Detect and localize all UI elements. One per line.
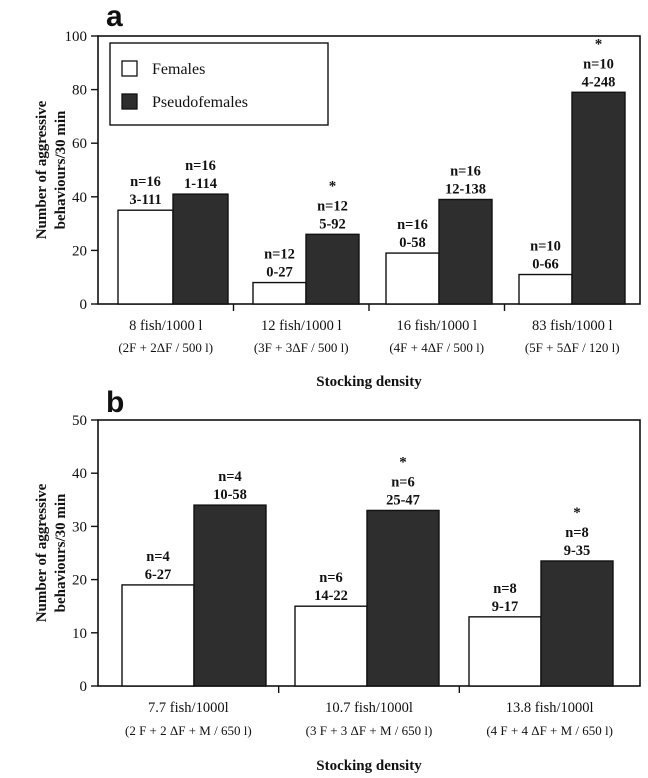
y-axis-title-line: Number of aggressive bbox=[34, 483, 50, 622]
bar-n-label: n=6 bbox=[391, 474, 415, 490]
bar-n-label: n=16 bbox=[185, 158, 216, 174]
bar-range-label: 0-58 bbox=[399, 235, 426, 251]
category-sublabel: (3F + 3ΔF / 500 l) bbox=[254, 340, 349, 355]
category-sublabel: (2F + 2ΔF / 500 l) bbox=[118, 340, 213, 355]
category-label: 12 fish/1000 l bbox=[261, 318, 342, 334]
category-sublabel: (4 F + 4 ΔF + M / 650 l) bbox=[486, 723, 613, 738]
bar-range-label: 12-138 bbox=[445, 181, 486, 197]
bar-n-label: n=12 bbox=[264, 247, 295, 263]
y-tick-label: 0 bbox=[80, 679, 88, 695]
bar-n-label: n=12 bbox=[317, 198, 348, 214]
bar-range-label: 9-17 bbox=[492, 599, 519, 615]
bar-females bbox=[518, 273, 573, 305]
y-tick-label: 100 bbox=[65, 29, 88, 45]
bar-range-label: 1-114 bbox=[184, 176, 217, 192]
bar-range-label: 5-92 bbox=[319, 216, 346, 232]
category-label: 16 fish/1000 l bbox=[396, 318, 477, 334]
y-tick-label: 60 bbox=[72, 136, 87, 152]
category-sublabel: (3 F + 3 ΔF + M / 650 l) bbox=[306, 723, 433, 738]
bar-n-label: n=4 bbox=[218, 469, 242, 485]
bar-pseudofemales bbox=[540, 560, 614, 687]
bar-n-label: n=8 bbox=[565, 525, 589, 541]
bar-range-label: 10-58 bbox=[213, 487, 247, 503]
y-axis-title-line: behaviours/30 min bbox=[53, 110, 69, 229]
category-label: 83 fish/1000 l bbox=[532, 318, 613, 334]
y-tick-label: 40 bbox=[72, 190, 87, 206]
bar-pseudofemales bbox=[366, 509, 440, 687]
bar-range-label: 0-27 bbox=[266, 265, 293, 281]
bar-n-label: n=4 bbox=[146, 549, 170, 565]
legend: Females Pseudofemales bbox=[109, 42, 329, 126]
bar-range-label: 6-27 bbox=[145, 567, 172, 583]
panel-letter: a bbox=[106, 0, 123, 33]
category-label: 10.7 fish/1000l bbox=[325, 700, 413, 716]
bar-n-label: n=16 bbox=[397, 217, 428, 233]
legend-label: Females bbox=[152, 61, 205, 78]
legend-swatch-pseudofemales bbox=[121, 93, 138, 110]
bar-range-label: 3-111 bbox=[129, 192, 161, 208]
bar-pseudofemales bbox=[571, 91, 626, 305]
x-axis-title: Stocking density bbox=[316, 758, 422, 774]
y-tick-label: 80 bbox=[72, 83, 87, 99]
chart-panel-a: a 0 20 40 60 80 100 Number of aggressive behavio… bbox=[34, 0, 641, 390]
legend-box bbox=[109, 42, 329, 126]
bar-females bbox=[294, 605, 368, 687]
bar-pseudofemales bbox=[193, 504, 267, 687]
bar-n-label: n=10 bbox=[583, 56, 614, 72]
y-tick-label: 10 bbox=[72, 626, 87, 642]
significance-star: * bbox=[595, 36, 603, 52]
chart-panel-b: b 0 10 20 30 40 50 Number of aggressive behaviou… bbox=[34, 386, 641, 774]
y-tick-label: 30 bbox=[72, 519, 87, 535]
y-tick-label: 0 bbox=[80, 297, 88, 313]
y-axis-title: Number of aggressive behaviours/30 min bbox=[34, 100, 69, 239]
bar-females bbox=[252, 281, 307, 305]
category-sublabel: (5F + 5ΔF / 120 l) bbox=[525, 340, 620, 355]
panel-letter: b bbox=[106, 386, 124, 419]
bar-pseudofemales bbox=[172, 193, 229, 305]
category-label: 7.7 fish/1000l bbox=[148, 700, 229, 716]
y-tick-label: 50 bbox=[72, 413, 87, 429]
bar-females bbox=[385, 252, 440, 305]
significance-star: * bbox=[573, 505, 581, 521]
bar-range-label: 0-66 bbox=[532, 257, 559, 273]
y-tick-label: 20 bbox=[72, 243, 87, 259]
bar-range-label: 14-22 bbox=[314, 588, 348, 604]
bar-range-label: 25-47 bbox=[386, 492, 420, 508]
legend-swatch-females bbox=[121, 60, 138, 77]
bar-females bbox=[121, 584, 195, 687]
bar-n-label: n=16 bbox=[450, 163, 481, 179]
bar-range-label: 9-35 bbox=[564, 543, 591, 559]
bar-n-label: n=8 bbox=[493, 581, 517, 597]
bar-n-label: n=10 bbox=[530, 239, 561, 255]
y-axis-title: Number of aggressive behaviours/30 min bbox=[34, 483, 69, 622]
category-label: 8 fish/1000 l bbox=[129, 318, 202, 334]
y-tick-label: 20 bbox=[72, 573, 87, 589]
significance-star: * bbox=[329, 178, 337, 194]
y-axis-title-line: Number of aggressive bbox=[34, 100, 50, 239]
category-label: 13.8 fish/1000l bbox=[506, 700, 594, 716]
x-axis-title: Stocking density bbox=[316, 374, 422, 390]
bar-pseudofemales bbox=[438, 198, 493, 305]
bar-n-label: n=6 bbox=[319, 570, 343, 586]
bar-females bbox=[117, 209, 174, 305]
bar-n-label: n=16 bbox=[130, 174, 161, 190]
y-tick-label: 40 bbox=[72, 466, 87, 482]
legend-label: Pseudofemales bbox=[152, 94, 248, 111]
significance-star: * bbox=[399, 454, 407, 470]
bar-pseudofemales bbox=[305, 233, 360, 305]
category-sublabel: (4F + 4ΔF / 500 l) bbox=[389, 340, 484, 355]
bar-females bbox=[468, 616, 542, 687]
bar-range-label: 4-248 bbox=[582, 74, 616, 90]
category-sublabel: (2 F + 2 ΔF + M / 650 l) bbox=[125, 723, 252, 738]
y-axis-title-line: behaviours/30 min bbox=[53, 493, 69, 612]
